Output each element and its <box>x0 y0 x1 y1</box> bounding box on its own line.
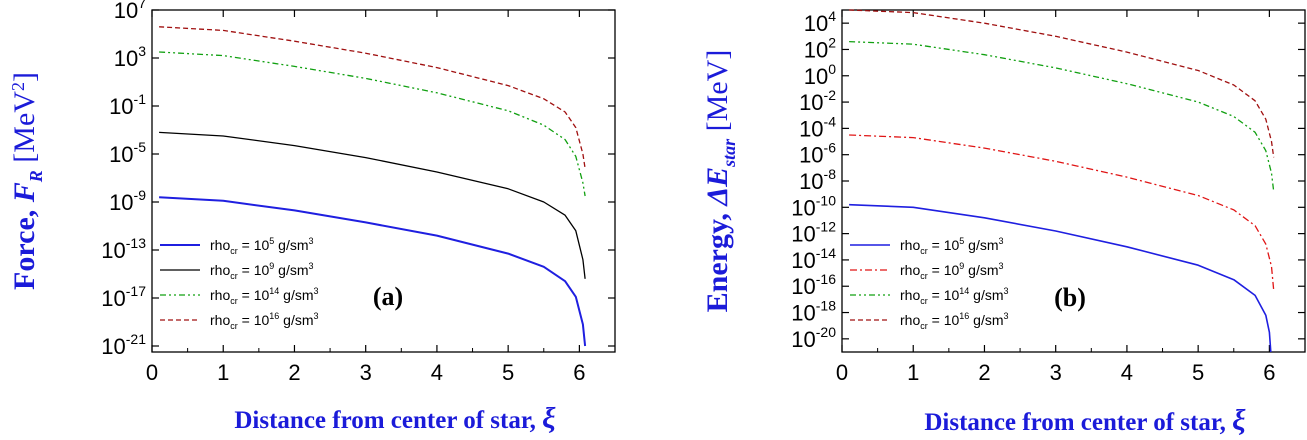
y-tick-label: 10-21 <box>101 331 146 359</box>
y-tick-label: 10-20 <box>791 324 836 352</box>
legend-label-0: rhocr = 105 g/sm3 <box>900 236 1004 256</box>
y-tick-label: 100 <box>804 61 836 89</box>
chart-panel-a: 0 1 2 3 4 5 6 10-21 10-17 10-13 10-9 10-5 10-1 103 107… <box>8 0 616 435</box>
x-tick-label: 2 <box>978 360 990 385</box>
x-tick-label: 5 <box>502 360 514 385</box>
y-tick-label: 10-14 <box>791 245 836 273</box>
x-tick-label: 3 <box>360 360 372 385</box>
x-tick-label: 3 <box>1050 360 1062 385</box>
y-tick-label: 10-8 <box>799 166 836 194</box>
y-tick-label: 10-16 <box>791 271 836 299</box>
y-tick-label: 10-6 <box>799 140 836 168</box>
x-tick-label: 6 <box>1263 360 1275 385</box>
series-line-0 <box>849 203 1272 353</box>
y-tick-label: 10-5 <box>109 139 146 167</box>
series-line-2 <box>159 51 586 197</box>
series-line-0 <box>159 196 587 347</box>
x-tick-label: 1 <box>907 360 919 385</box>
legend-label-3: rhocr = 1016 g/sm3 <box>210 311 319 331</box>
series-line-2 <box>849 40 1275 192</box>
y-tick-label: 103 <box>114 43 146 71</box>
plot-frame <box>151 9 616 353</box>
legend-label-2: rhocr = 1014 g/sm3 <box>210 286 319 306</box>
y-tick-label: 10-18 <box>791 298 836 326</box>
series-line-3 <box>159 26 586 169</box>
legend: rhocr = 105 g/sm3 rhocr = 109 g/sm3 rhocr … <box>850 236 1009 331</box>
series-line-3 <box>849 9 1275 158</box>
y-tick-label: 10-4 <box>799 113 836 141</box>
chart-panel-b: 0 1 2 3 4 5 610-2010-1810-1610-1410-1210-1010-… <box>701 8 1306 437</box>
y-tick-label: 10-10 <box>791 192 836 220</box>
y-axis-label: Force, FR [MeV2] <box>8 72 46 290</box>
x-tick-label: 4 <box>1121 360 1133 385</box>
panel-label: (b) <box>1054 283 1086 312</box>
y-tick-label: 10-17 <box>101 283 146 311</box>
x-tick-label: 0 <box>836 360 848 385</box>
legend-label-0: rhocr = 105 g/sm3 <box>210 236 314 256</box>
legend-label-3: rhocr = 1016 g/sm3 <box>900 311 1009 331</box>
legend-label-1: rhocr = 109 g/sm3 <box>900 261 1004 281</box>
x-tick-label: 2 <box>288 360 300 385</box>
x-axis-label: Distance from center of star, ξ <box>924 404 1246 437</box>
y-tick-label: 107 <box>114 0 146 23</box>
y-tick-label: 102 <box>804 34 836 62</box>
series-line-1 <box>159 131 586 279</box>
x-tick-label: 4 <box>431 360 443 385</box>
y-tick-label: 10-9 <box>109 187 146 215</box>
y-tick-label: 10-1 <box>109 91 146 119</box>
x-tick-label: 6 <box>573 360 585 385</box>
y-tick-label: 104 <box>804 8 836 36</box>
series-line-1 <box>849 134 1275 291</box>
x-tick-label: 0 <box>146 360 158 385</box>
y-tick-label: 10-12 <box>791 219 836 247</box>
panel-label: (a) <box>373 282 403 311</box>
y-axis-label: Energy, ΔEstar [MeV] <box>701 50 739 313</box>
legend: rhocr = 105 g/sm3 rhocr = 109 g/sm3 rhocr … <box>160 236 319 331</box>
x-axis-label: Distance from center of star, ξ <box>234 402 556 435</box>
x-tick-label: 5 <box>1192 360 1204 385</box>
x-tick-label: 1 <box>217 360 229 385</box>
legend-label-2: rhocr = 1014 g/sm3 <box>900 286 1009 306</box>
y-tick-label: 10-13 <box>101 235 146 263</box>
y-tick-label: 10-2 <box>799 87 836 115</box>
legend-label-1: rhocr = 109 g/sm3 <box>210 261 314 281</box>
